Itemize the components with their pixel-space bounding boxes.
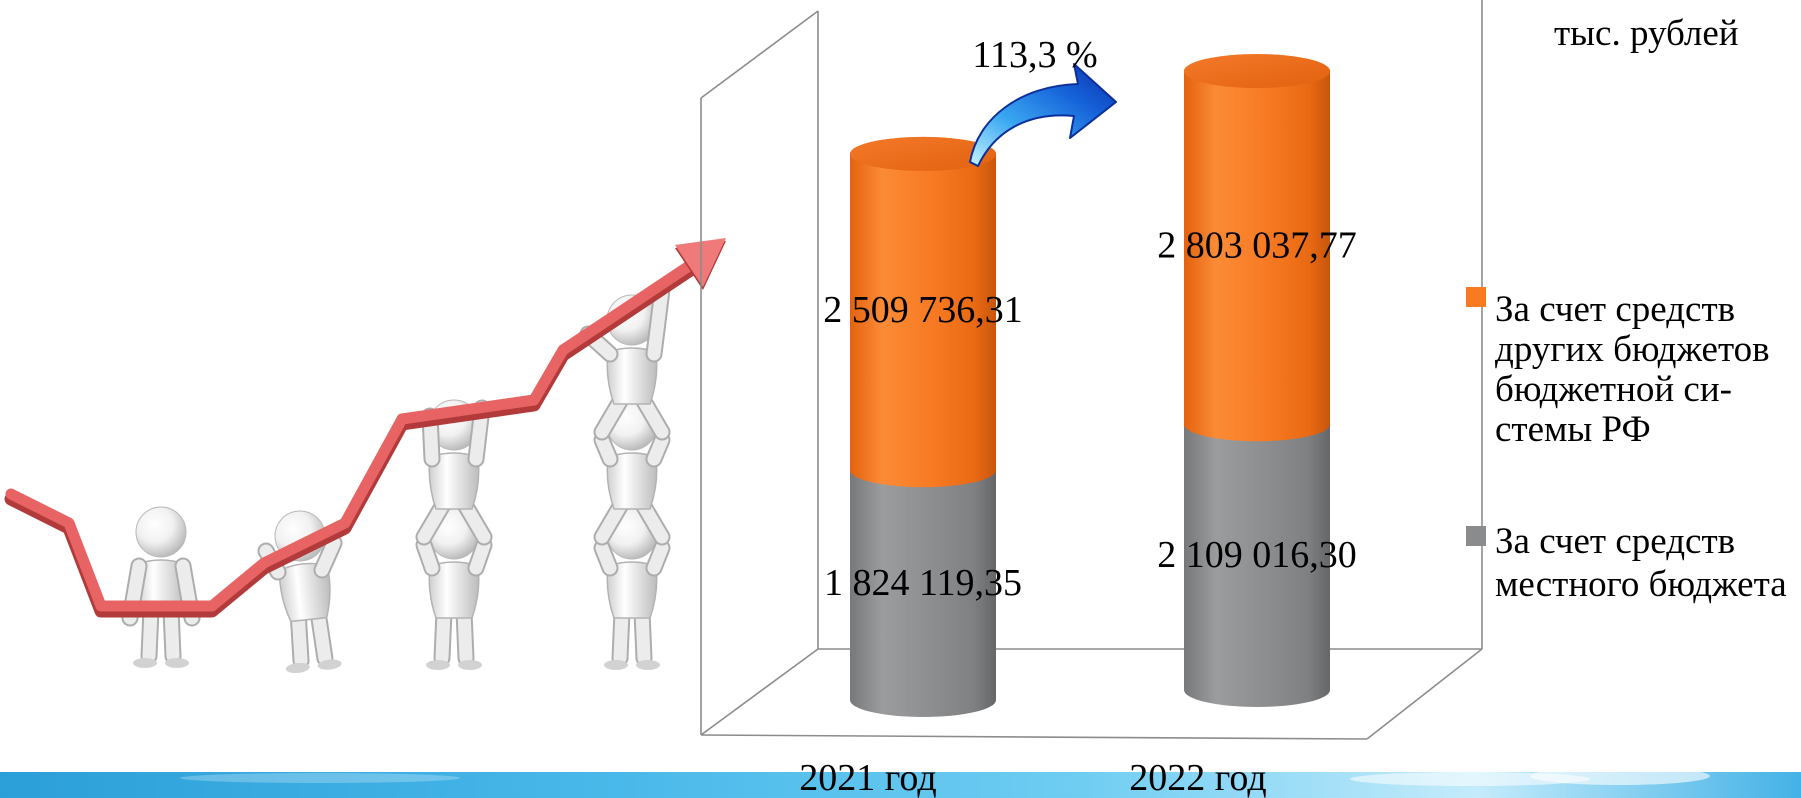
growth-arrow-icon [969, 63, 1117, 167]
person-stack-3-figures [579, 281, 671, 670]
data-labels: 1 824 119,35 2 509 736,31 2 109 016,30 2 80… [823, 225, 1357, 604]
category-label-2022: 2022 год [1129, 757, 1266, 798]
person-stack-2-figures [415, 400, 493, 670]
legend-label-line: стемы РФ [1495, 409, 1651, 450]
legend-item-other-budgets: За счет средств других бюджетов бюджетно… [1466, 287, 1770, 450]
bar-segment-series-2-category-1 [850, 136, 996, 488]
data-label-series-1-category-1: 1 824 119,35 [824, 562, 1022, 604]
data-label-series-2-category-2: 2 803 037,77 [1157, 225, 1357, 267]
bar-segment-series-1-category-2 [1184, 407, 1330, 707]
legend: За счет средств других бюджетов бюджетно… [1466, 287, 1787, 605]
illustration-people-lifting-arrow [4, 238, 726, 674]
legend-item-local-budget: За счет средств местного бюджета [1466, 521, 1787, 605]
unit-label: тыс. рублей [1554, 13, 1739, 54]
cylinder-top-2 [1184, 54, 1330, 89]
cylinder-bar-1 [850, 136, 996, 717]
legend-label-line: За счет средств [1495, 289, 1735, 330]
decorative-sky-strip [0, 767, 1801, 798]
cylinder-bar-2 [1184, 54, 1330, 707]
legend-swatch-orange [1466, 287, 1486, 307]
legend-label-line: бюджетной си- [1495, 369, 1732, 410]
data-label-series-1-category-2: 2 109 016,30 [1157, 534, 1357, 576]
cylinder-top-1 [850, 136, 996, 171]
category-label-2021: 2021 год [799, 757, 936, 798]
bar-segment-series-1-category-1 [850, 453, 996, 717]
legend-swatch-gray [1466, 526, 1486, 546]
legend-label-line: За счет средств [1495, 521, 1735, 562]
legend-label-line: местного бюджета [1495, 564, 1787, 605]
data-label-series-2-category-1: 2 509 736,31 [823, 289, 1023, 331]
chart-plot-area [850, 54, 1330, 717]
legend-label-line: других бюджетов [1495, 329, 1770, 370]
growth-percent-annotation: 113,3 % [972, 34, 1097, 76]
bar-segment-series-2-category-2 [1184, 54, 1330, 442]
